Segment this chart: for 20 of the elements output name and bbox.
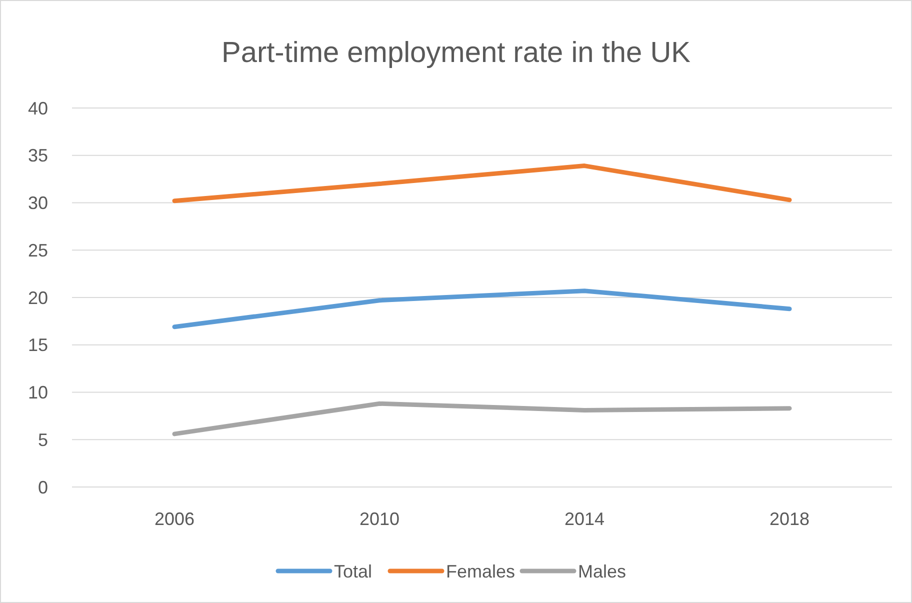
y-tick-label: 20 bbox=[28, 288, 48, 308]
x-tick-label: 2014 bbox=[564, 509, 605, 529]
line-series bbox=[172, 288, 792, 330]
y-tick-label: 35 bbox=[28, 146, 48, 166]
legend-label: Total bbox=[334, 561, 372, 582]
line-series bbox=[172, 164, 792, 204]
x-tick-label: 2018 bbox=[769, 509, 810, 529]
y-tick-label: 0 bbox=[38, 477, 48, 498]
x-tick-label: 2010 bbox=[359, 509, 400, 529]
y-tick-label: 5 bbox=[38, 430, 48, 450]
legend-label: Males bbox=[578, 561, 626, 582]
chart-title: Part-time employment rate in the UK bbox=[221, 37, 692, 69]
y-tick-label: 40 bbox=[28, 98, 48, 118]
y-tick-label: 30 bbox=[28, 193, 48, 214]
x-tick-label: 2006 bbox=[154, 509, 195, 529]
legend-label: Females bbox=[446, 561, 516, 582]
line-series bbox=[172, 401, 792, 436]
y-tick-label: 15 bbox=[28, 335, 48, 356]
y-tick-label: 10 bbox=[28, 382, 48, 403]
y-tick-label: 25 bbox=[28, 240, 48, 260]
